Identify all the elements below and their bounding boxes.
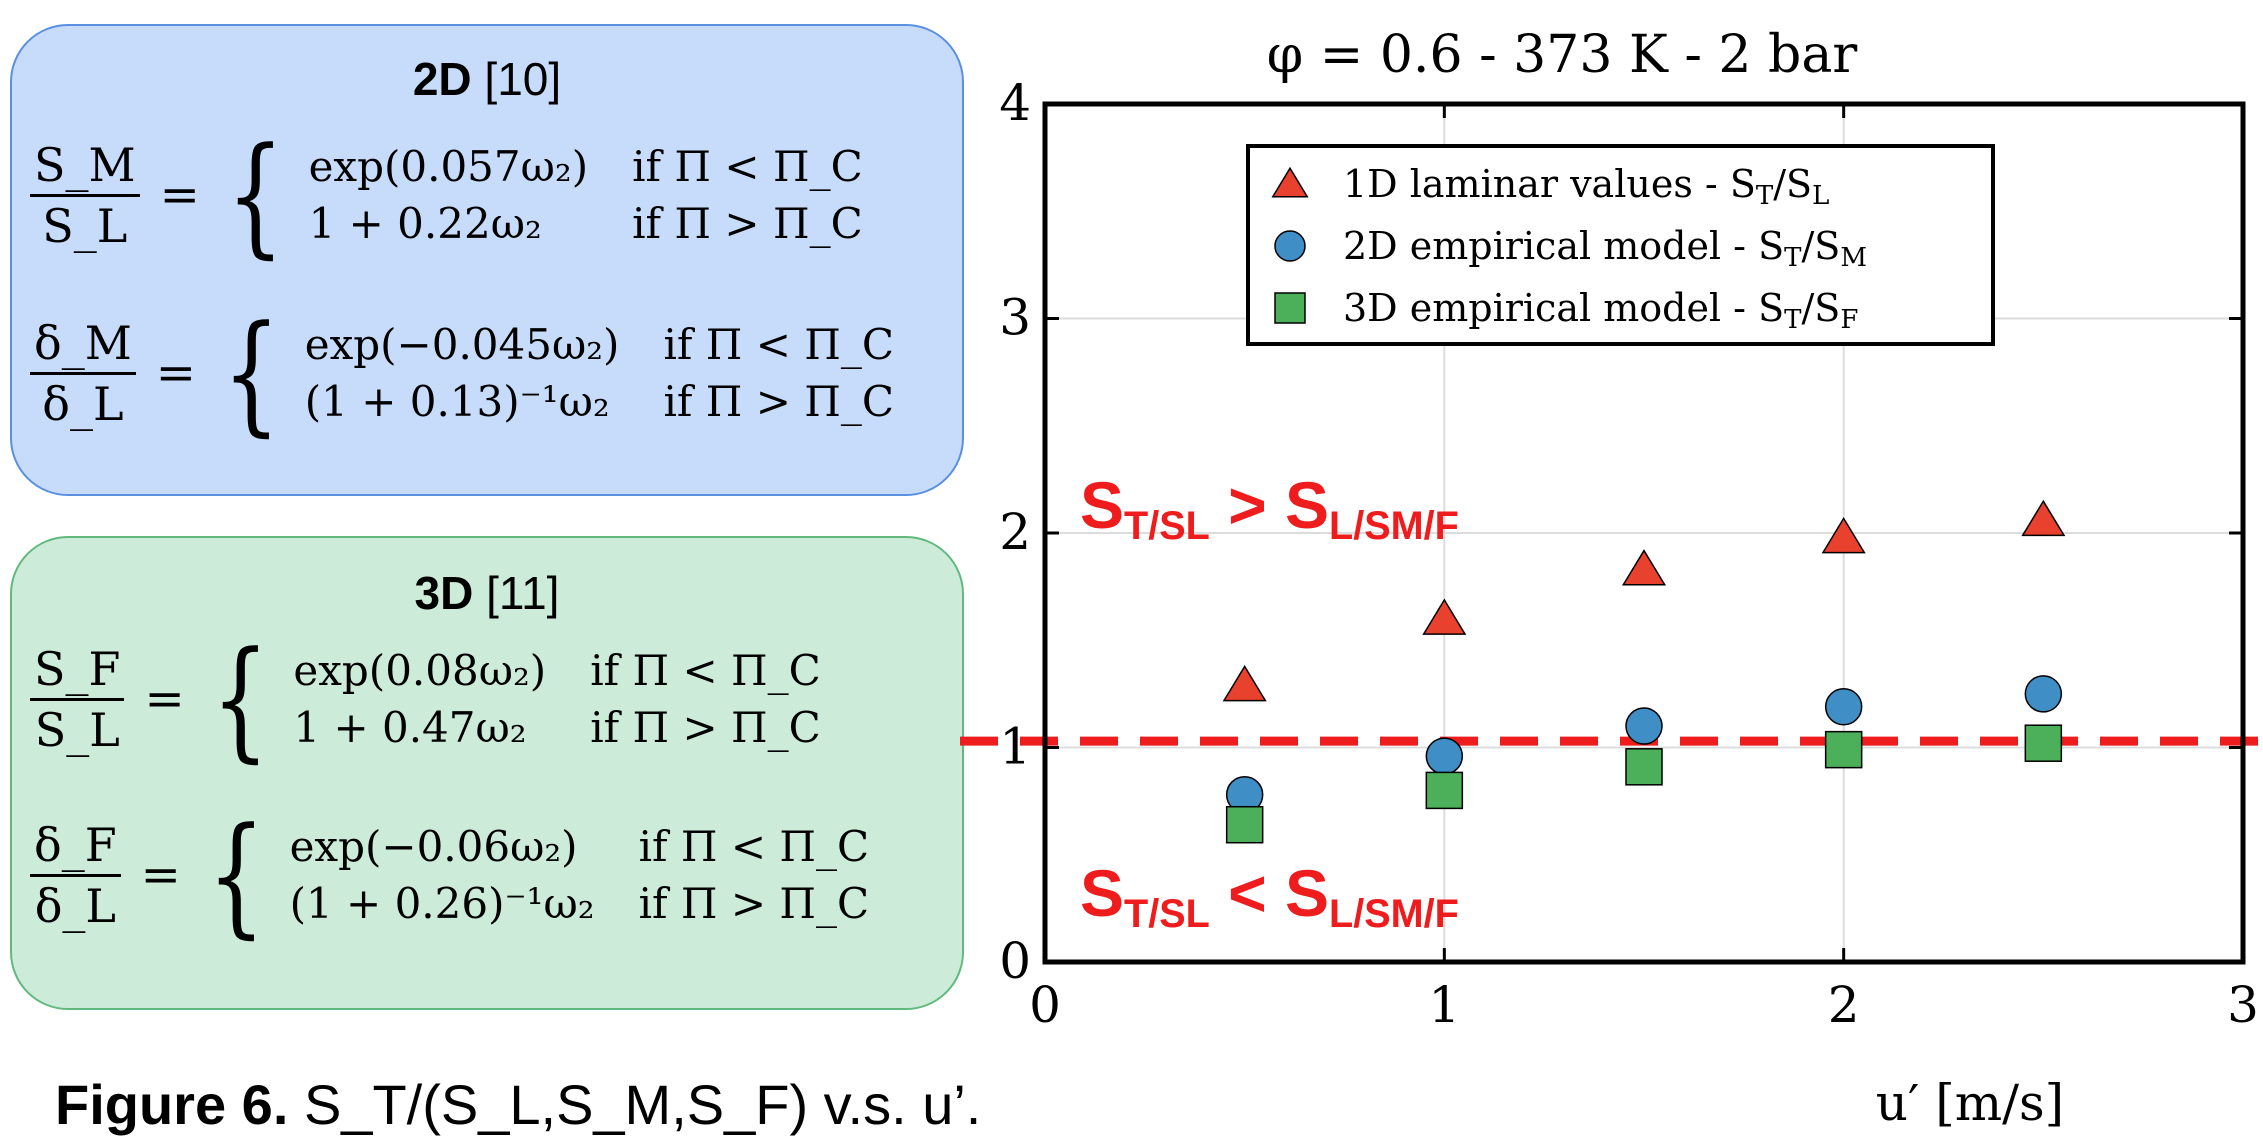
panel-3d-title: 3D [11] [12, 566, 962, 620]
annotation-below: ST/SL < SL/SM/F [1080, 856, 1459, 936]
square-point [1824, 730, 1863, 769]
panel-3d-title-bold: 3D [414, 567, 474, 619]
figure-caption: Figure 6. S_T/(S_L,S_M,S_F) v.s. u’. [55, 1072, 981, 1137]
case-condition: if Π > Π_C [632, 199, 863, 248]
square-point [1225, 805, 1264, 844]
model-2d-panel: 2D [10] S_M S_L = { exp(0.057ω₂) if Π < … [10, 24, 964, 496]
chart-title: φ = 0.6 - 373 K - 2 bar [1267, 25, 1858, 85]
case-expression: exp(−0.045ω₂) [304, 320, 620, 369]
square-point [2024, 724, 2063, 762]
case-condition: if Π < Π_C [663, 320, 895, 369]
case-expression: exp(0.08ω₂) [293, 646, 547, 695]
case-expression: 1 + 0.22ω₂ [308, 199, 542, 248]
legend-circle-swatch [1274, 230, 1306, 262]
circle-point [1625, 707, 1663, 745]
square-point [1425, 771, 1464, 810]
case-condition: if Π > Π_C [663, 377, 895, 426]
case-condition: if Π < Π_C [638, 822, 870, 871]
eq-3d-flame-thickness-numerator: δ_F [34, 817, 117, 872]
y-tick-label: 1 [999, 718, 1031, 776]
case-condition: if Π > Π_C [638, 879, 870, 928]
triangle-point [1821, 516, 1866, 554]
x-tick-label: 2 [1828, 976, 1860, 1034]
legend-entry-label: 3D empirical model - ST/SF [1343, 286, 1858, 335]
eq-3d-flame-speed-cases: exp(0.08ω₂) if Π < Π_C 1 + 0.47ω₂ if Π >… [293, 646, 820, 752]
y-tick-label: 4 [999, 74, 1031, 132]
eq-2d-flame-thickness-denominator: δ_L [42, 376, 124, 431]
eq-2d-flame-speed: S_M S_L = { exp(0.057ω₂) if Π < Π_C 1 + … [30, 130, 863, 260]
scatter-chart: φ = 0.6 - 373 K - 2 bar 0 1 2 3 0 1 2 3 4 u′ [m/… [960, 25, 2263, 1132]
case-condition: if Π < Π_C [632, 142, 863, 191]
case-expression: (1 + 0.13)⁻¹ω₂ [304, 377, 610, 426]
eq-3d-flame-speed-lhs: S_F S_L [30, 640, 125, 759]
eq-3d-flame-thickness-lhs: δ_F δ_L [30, 816, 121, 935]
y-tick-label: 3 [999, 289, 1031, 347]
case-expression: exp(−0.06ω₂) [289, 822, 578, 871]
eq-3d-flame-speed: S_F S_L = { exp(0.08ω₂) if Π < Π_C 1 + 0… [30, 634, 821, 764]
x-tick-label: 0 [1029, 976, 1061, 1034]
figure-caption-label: Figure 6. [55, 1073, 289, 1136]
case-expression: (1 + 0.26)⁻¹ω₂ [289, 879, 595, 928]
square-point [1625, 748, 1663, 786]
case-condition: if Π < Π_C [590, 646, 821, 695]
eq-3d-flame-speed-numerator: S_F [34, 641, 121, 696]
legend-box [1246, 144, 1995, 346]
eq-2d-flame-speed-cases: exp(0.057ω₂) if Π < Π_C 1 + 0.22ω₂ if Π … [309, 142, 863, 248]
brace-icon: { [226, 119, 285, 271]
x-axis-label: u′ [m/s] [1876, 1074, 2064, 1132]
eq-3d-flame-thickness: δ_F δ_L = { exp(−0.06ω₂) if Π < Π_C (1 +… [30, 810, 869, 940]
triangle-point [2021, 499, 2066, 537]
eq-2d-flame-thickness-lhs: δ_M δ_L [30, 314, 136, 433]
triangle-point [1222, 664, 1267, 702]
y-tick-label: 2 [999, 503, 1031, 561]
eq-3d-flame-thickness-denominator: δ_L [34, 878, 116, 933]
brace-icon: { [222, 297, 281, 449]
case-condition: if Π > Π_C [590, 703, 821, 752]
eq-3d-flame-speed-denominator: S_L [34, 702, 120, 757]
eq-2d-flame-speed-lhs: S_M S_L [30, 136, 140, 255]
eq-2d-flame-speed-denominator: S_L [42, 198, 128, 253]
panel-2d-title: 2D [10] [12, 52, 962, 106]
annotations: ST/SL > SL/SM/F ST/SL < SL/SM/F [1080, 468, 1459, 936]
brace-icon: { [207, 799, 266, 951]
legend-triangle-swatch [1271, 166, 1309, 198]
case-expression: 1 + 0.47ω₂ [293, 703, 527, 752]
panel-2d-reference: [10] [484, 53, 562, 105]
legend-square-swatch [1274, 292, 1306, 324]
figure-caption-text: S_T/(S_L,S_M,S_F) v.s. u’. [303, 1073, 982, 1136]
eq-2d-flame-thickness: δ_M δ_L = { exp(−0.045ω₂) if Π < Π_C (1 … [30, 308, 894, 438]
y-tick-label: 0 [999, 932, 1031, 990]
panel-3d-reference: [11] [486, 567, 560, 619]
brace-icon: { [211, 623, 269, 775]
case-expression: exp(0.057ω₂) [308, 142, 589, 191]
x-tick-label: 1 [1428, 976, 1460, 1034]
eq-2d-flame-thickness-cases: exp(−0.045ω₂) if Π < Π_C (1 + 0.13)⁻¹ω₂ … [305, 320, 894, 426]
panel-2d-title-bold: 2D [412, 53, 472, 105]
annotation-above: ST/SL > SL/SM/F [1080, 468, 1459, 548]
axis-ticks: 0 1 2 3 0 1 2 3 4 [999, 74, 2259, 1034]
triangle-point [1621, 549, 1667, 586]
model-3d-panel: 3D [11] S_F S_L = { exp(0.08ω₂) if Π < Π… [10, 536, 964, 1010]
triangle-point [1422, 598, 1467, 635]
legend-entry-label: 2D empirical model - ST/SM [1343, 224, 1867, 273]
eq-2d-flame-thickness-numerator: δ_M [34, 315, 132, 370]
x-tick-label: 3 [2227, 976, 2259, 1034]
eq-2d-flame-speed-numerator: S_M [34, 137, 136, 192]
legend-entry-label: 1D laminar values - ST/SL [1343, 162, 1829, 211]
circle-point [1425, 737, 1464, 775]
data-marks [1222, 499, 2066, 844]
eq-3d-flame-thickness-cases: exp(−0.06ω₂) if Π < Π_C (1 + 0.26)⁻¹ω₂ i… [290, 822, 870, 928]
circle-point [2024, 675, 2063, 713]
circle-point [1824, 687, 1863, 726]
legend: 1D laminar values - ST/SL 2D empirical mo… [1246, 144, 1995, 346]
